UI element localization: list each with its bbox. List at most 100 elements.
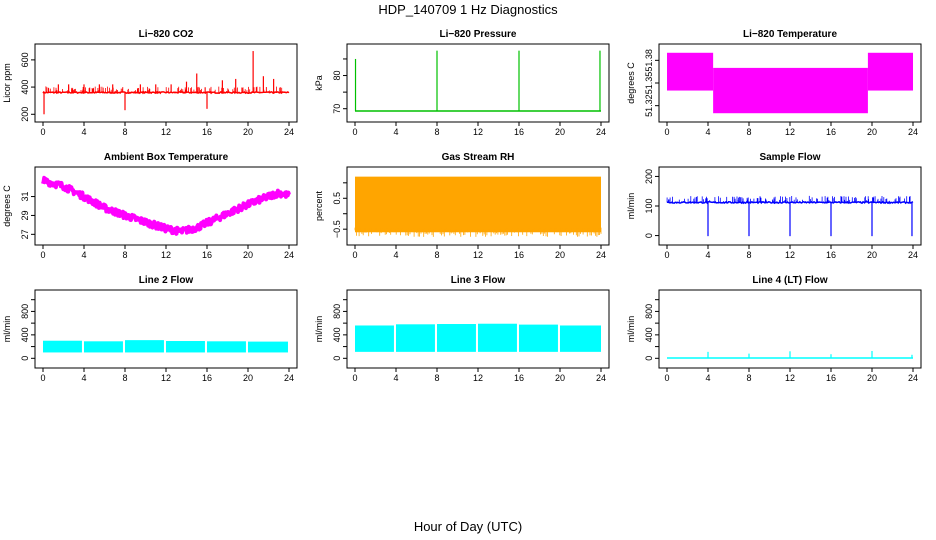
panel-title: Line 4 (LT) Flow	[752, 275, 828, 286]
y-axis-label: degrees C	[626, 62, 636, 104]
y-tick-label: 0.5	[332, 192, 342, 205]
plot-frame	[34, 289, 298, 369]
x-tick-label: 12	[785, 250, 795, 260]
y-tick-label: 27	[20, 229, 30, 239]
noise-lines	[666, 195, 911, 203]
x-tick-label: 0	[40, 373, 45, 383]
x-tick-label: 24	[908, 373, 918, 383]
band-segment	[560, 325, 601, 352]
x-tick-label: 20	[243, 373, 253, 383]
panel-title: Sample Flow	[759, 152, 820, 163]
y-tick-label: 51.38	[644, 49, 654, 72]
x-tick-label: 12	[785, 127, 795, 137]
x-tick-label: 24	[284, 373, 294, 383]
y-axis-label: Licor ppm	[2, 63, 12, 103]
x-tick-label: 0	[352, 373, 357, 383]
x-tick-label: 16	[826, 127, 836, 137]
x-tick-label: 12	[161, 127, 171, 137]
x-tick-label: 24	[596, 127, 606, 137]
x-tick-label: 16	[202, 127, 212, 137]
y-axis-label: ml/min	[314, 316, 324, 343]
panel-title: Line 2 Flow	[139, 275, 194, 286]
band-segment	[166, 341, 205, 353]
y-tick-label: 400	[20, 80, 30, 95]
band-segment	[478, 323, 517, 352]
baseline-line	[42, 90, 290, 95]
y-axis-label: ml/min	[626, 193, 636, 220]
panel-5: Gas Stream RH percent 0 4 8 12 16 20 24 −0.5 0.5	[314, 152, 610, 260]
x-tick-label: 0	[352, 127, 357, 137]
x-tick-label: 12	[161, 373, 171, 383]
panel-1: Li−820 CO2 Licor ppm 0 4 8 12 16 20 24 200 400 600	[2, 29, 298, 137]
x-tick-label: 4	[705, 250, 710, 260]
series	[43, 340, 288, 353]
figure-title: HDP_140709 1 Hz Diagnostics	[378, 2, 558, 17]
band-segment	[396, 324, 435, 352]
band-segment	[207, 341, 246, 353]
series	[42, 51, 290, 115]
panel-3: Li−820 Temperature degrees C 0 4 8 12 16 20 24 51…	[626, 29, 922, 137]
x-tick-label: 8	[746, 250, 751, 260]
noise-lines	[354, 227, 602, 237]
band-segment	[355, 325, 394, 352]
panel-6: Sample Flow ml/min 0 4 8 12 16 20 24 0 100 200	[626, 152, 922, 260]
panel-title: Li−820 Temperature	[743, 29, 837, 40]
series	[354, 50, 601, 112]
panel-9: Line 4 (LT) Flow ml/min 0 4 8 12 16 20 24 0 400 800	[626, 275, 922, 383]
panel-title: Ambient Box Temperature	[104, 152, 229, 163]
x-tick-label: 0	[664, 127, 669, 137]
panel-title: Line 3 Flow	[451, 275, 506, 286]
x-tick-label: 0	[664, 250, 669, 260]
x-tick-label: 12	[473, 250, 483, 260]
x-tick-label: 0	[664, 373, 669, 383]
x-tick-label: 16	[826, 250, 836, 260]
x-tick-label: 24	[596, 373, 606, 383]
y-tick-label: 800	[644, 304, 654, 319]
x-tick-label: 20	[243, 250, 253, 260]
y-tick-label: 400	[332, 327, 342, 342]
x-tick-label: 20	[555, 127, 565, 137]
band-segment	[84, 341, 123, 353]
y-axis-label: degrees C	[2, 185, 12, 227]
x-tick-label: 8	[434, 250, 439, 260]
x-tick-label: 4	[705, 373, 710, 383]
series	[41, 175, 291, 236]
y-tick-label: 0	[644, 356, 654, 361]
x-tick-label: 4	[81, 373, 86, 383]
band-segment	[713, 67, 868, 114]
x-tick-label: 16	[514, 127, 524, 137]
x-tick-label: 8	[746, 127, 751, 137]
y-tick-label: 31	[20, 192, 30, 202]
y-tick-label: 0	[20, 356, 30, 361]
x-tick-label: 4	[393, 373, 398, 383]
x-tick-label: 20	[555, 373, 565, 383]
x-tick-label: 4	[81, 250, 86, 260]
x-tick-label: 16	[826, 373, 836, 383]
y-tick-label: 80	[332, 71, 342, 81]
x-tick-label: 8	[434, 373, 439, 383]
x-tick-label: 0	[40, 250, 45, 260]
x-tick-label: 24	[284, 127, 294, 137]
y-tick-label: 200	[644, 169, 654, 184]
x-tick-label: 4	[393, 250, 398, 260]
series	[667, 350, 913, 359]
y-tick-label: 100	[644, 198, 654, 213]
y-tick-label: 400	[20, 327, 30, 342]
x-tick-label: 8	[122, 250, 127, 260]
x-tick-label: 16	[202, 373, 212, 383]
x-tick-label: 0	[352, 250, 357, 260]
x-tick-label: 24	[284, 250, 294, 260]
x-tick-label: 20	[867, 127, 877, 137]
y-tick-label: 200	[20, 107, 30, 122]
panel-7: Line 2 Flow ml/min 0 4 8 12 16 20 24 0 400 800	[2, 275, 298, 383]
x-tick-label: 24	[908, 127, 918, 137]
series	[667, 52, 913, 114]
band-segment	[867, 52, 913, 91]
panel-4: Ambient Box Temperature degrees C 0 4 8 12 16 2…	[2, 152, 298, 260]
x-tick-label: 20	[867, 373, 877, 383]
series	[354, 176, 602, 237]
panel-2: Li−820 Pressure kPa 0 4 8 12 16 20 24 70 80	[314, 29, 610, 137]
x-tick-label: 24	[908, 250, 918, 260]
